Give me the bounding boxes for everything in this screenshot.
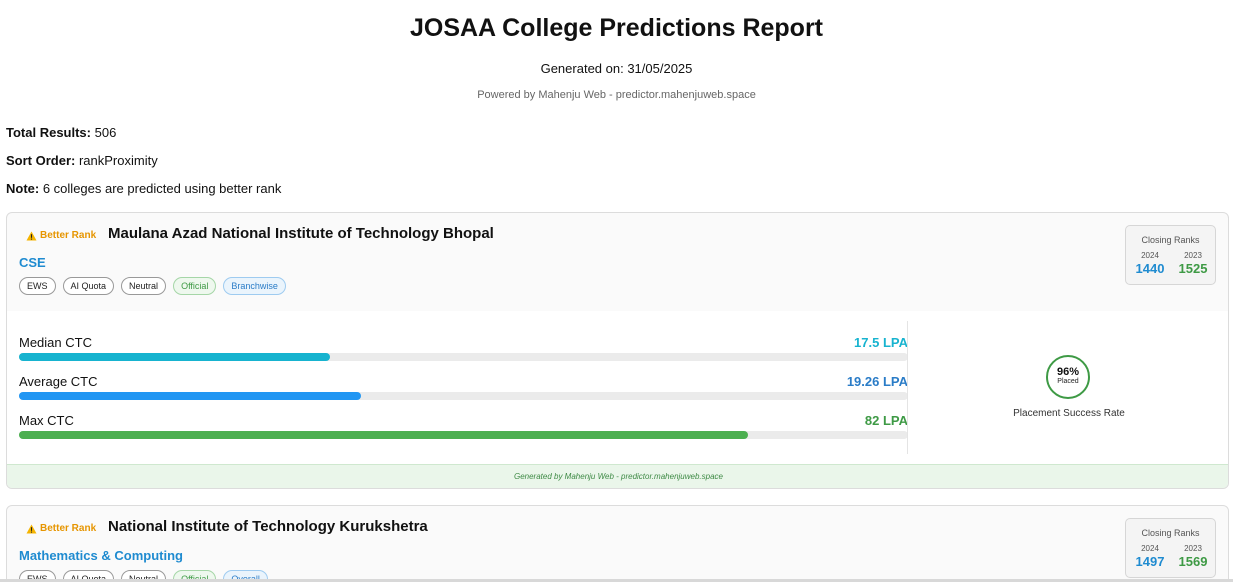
closing-ranks-title: Closing Ranks: [1141, 528, 1200, 538]
max-ctc-bar: [19, 431, 748, 439]
rank-column-2023: 2023 1569: [1173, 544, 1213, 569]
rank-column-2024: 2024 1497: [1130, 544, 1170, 569]
closing-ranks-title: Closing Ranks: [1141, 235, 1200, 245]
average-ctc-track: [19, 392, 908, 400]
rank-value: 1440: [1135, 261, 1165, 276]
better-rank-label: Better Rank: [40, 230, 97, 241]
max-ctc-value: 82 LPA: [864, 413, 908, 428]
summary-note: Note: 6 colleges are predicted using bet…: [6, 181, 281, 196]
rank-column-2024: 2024 1440: [1130, 251, 1170, 276]
panel-divider: [907, 321, 908, 454]
median-ctc-value: 17.5 LPA: [854, 335, 908, 350]
note-value: 6 colleges are predicted using better ra…: [42, 181, 282, 196]
sort-order-label: Sort Order:: [6, 153, 76, 168]
placement-percent: 96%: [1056, 366, 1080, 378]
college-name: Maulana Azad National Institute of Techn…: [108, 225, 494, 242]
placement-circle: 96% Placed: [1046, 355, 1090, 399]
median-ctc-bar: [19, 353, 331, 361]
rank-value: 1569: [1178, 554, 1208, 569]
college-card: Better Rank Maulana Azad National Instit…: [6, 212, 1229, 489]
generated-on: Generated on: 31/05/2025: [540, 61, 693, 76]
rank-year: 2024: [1141, 544, 1159, 553]
average-ctc-bar: [19, 392, 362, 400]
rank-year: 2023: [1184, 544, 1202, 553]
better-rank-badge: Better Rank: [26, 523, 96, 534]
summary-total-results: Total Results: 506: [6, 125, 116, 140]
college-card: Better Rank National Institute of Techno…: [6, 505, 1229, 582]
note-label: Note:: [6, 181, 40, 196]
placement-success-label: Placement Success Rate: [1013, 408, 1125, 419]
average-ctc-label: Average CTC: [19, 374, 98, 389]
median-ctc-label: Median CTC: [19, 335, 92, 350]
tag-official: Official: [173, 277, 217, 295]
tag-quota: AI Quota: [62, 277, 115, 295]
powered-by: Powered by Mahenju Web - predictor.mahen…: [477, 89, 756, 101]
average-ctc-value: 19.26 LPA: [846, 374, 908, 389]
sort-order-value: rankProximity: [78, 153, 158, 168]
better-rank-badge: Better Rank: [26, 230, 96, 241]
branch-name: Mathematics & Computing: [19, 548, 183, 563]
placement-sub-label: Placed: [1057, 378, 1079, 385]
report-title: JOSAA College Predictions Report: [409, 14, 824, 42]
total-results-value: 506: [94, 125, 117, 140]
tag-list: EWS AI Quota Neutral Official Branchwise: [19, 277, 286, 295]
rank-year: 2023: [1184, 251, 1202, 260]
rank-column-2023: 2023 1525: [1173, 251, 1213, 276]
page-bottom-edge: [0, 579, 1233, 582]
total-results-label: Total Results:: [6, 125, 91, 140]
branch-name: CSE: [19, 255, 46, 270]
tag-gender: Neutral: [121, 277, 167, 295]
closing-ranks-box: Closing Ranks 2024 1440 2023 1525: [1125, 225, 1216, 285]
warning-triangle-icon: [26, 523, 37, 534]
rank-value: 1497: [1135, 554, 1165, 569]
median-ctc-track: [19, 353, 908, 361]
card-footer: Generated by Mahenju Web - predictor.mah…: [7, 464, 1228, 488]
tag-branchwise: Branchwise: [223, 277, 286, 295]
better-rank-label: Better Rank: [40, 523, 97, 534]
tag-category: EWS: [19, 277, 56, 295]
closing-ranks-box: Closing Ranks 2024 1497 2023 1569: [1125, 518, 1216, 578]
max-ctc-label: Max CTC: [19, 413, 74, 428]
college-name: National Institute of Technology Kuruksh…: [108, 518, 428, 535]
rank-value: 1525: [1178, 261, 1208, 276]
max-ctc-track: [19, 431, 908, 439]
warning-triangle-icon: [26, 230, 37, 241]
rank-year: 2024: [1141, 251, 1159, 260]
stats-panel: Median CTC 17.5 LPA Average CTC 19.26 LP…: [7, 311, 1228, 464]
summary-sort-order: Sort Order: rankProximity: [6, 153, 158, 168]
